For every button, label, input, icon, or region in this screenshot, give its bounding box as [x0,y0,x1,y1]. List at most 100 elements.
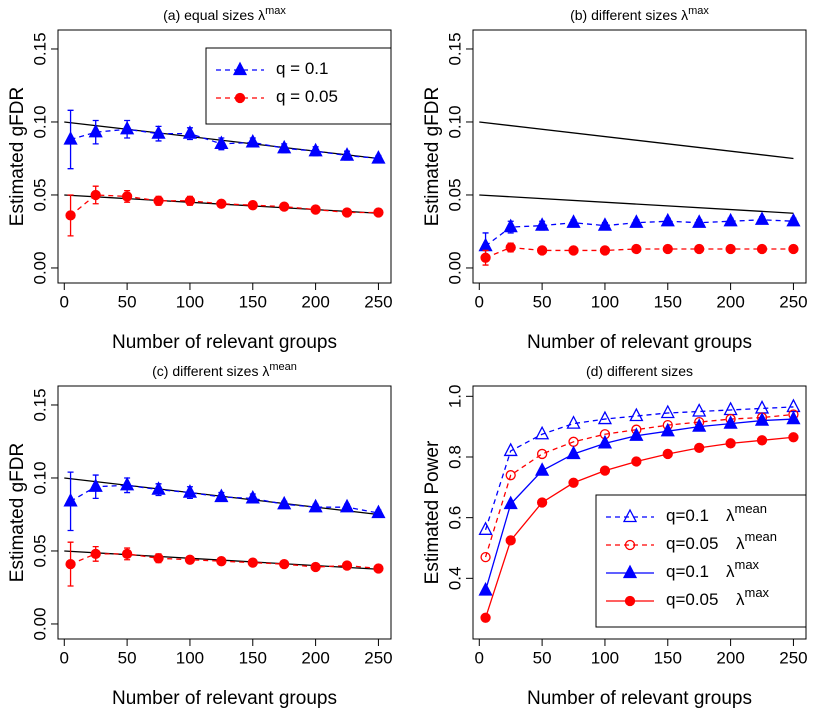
plot-box [57,29,392,284]
marker [756,435,768,446]
marker [214,135,229,150]
x-axis-title: Number of relevant groups [527,688,752,709]
marker [480,612,491,623]
legend-marker [622,508,638,523]
marker [631,456,642,467]
marker [373,563,384,574]
marker [568,477,579,488]
marker [536,497,548,508]
legend-name: q=0.05 [666,590,718,609]
marker [505,242,516,253]
title-superscript: max [688,5,709,17]
legend-lambda: λ [726,506,735,525]
marker [478,582,493,596]
legend-marker [234,92,246,104]
x-tick-label: 250 [779,648,807,667]
marker [339,147,355,161]
panel: (c) different sizes λmean 0 50 100 150 200 250… [7,361,393,709]
y-tick-label: 0.6 [445,506,464,530]
y-tick-label: 0.4 [445,567,464,591]
marker [629,214,644,228]
marker [63,131,78,145]
y-axis-title: Estimated gFDR [7,443,28,582]
marker [216,198,227,209]
marker [660,212,675,227]
marker [723,401,738,416]
marker [535,217,550,231]
x-tick-label: 250 [364,648,392,667]
marker [153,195,164,206]
legend-lambda: λ [736,534,745,553]
x-tick-label: 200 [716,292,744,311]
marker [503,218,518,233]
panel-title: (c) different sizes λmean [152,361,297,379]
marker [725,243,736,255]
marker [631,243,642,255]
legend-label: q=0.05 λmean [666,529,777,553]
marker [151,125,166,139]
marker [756,243,768,255]
legend-marker [622,564,638,579]
marker [90,189,101,201]
marker [597,434,613,449]
panel-title: (b) different sizes λmax [570,5,709,23]
legend-superscript: max [745,585,770,600]
panel: (a) equal sizes λmax 0 50 100 150 200 250 0.00 0… [7,5,393,353]
marker [723,415,738,429]
title-superscript: mean [269,361,297,373]
legend-label: q=0.1 λmean [666,501,767,525]
marker [214,488,229,503]
marker [65,210,76,221]
legend-box [205,47,392,125]
series-line [484,406,794,530]
marker [725,438,736,449]
marker [151,481,166,495]
marker [182,125,198,139]
y-tick-label: 0.10 [30,105,49,138]
marker [308,142,323,157]
x-tick-label: 100 [176,292,204,311]
y-tick-label: 0.00 [30,607,49,640]
x-tick-label: 100 [591,292,619,311]
marker [310,561,321,573]
marker [247,200,258,211]
marker [245,134,260,148]
marker [184,554,196,565]
x-tick-label: 50 [118,292,137,311]
legend-lambda: λ [726,562,735,581]
panel-title: (a) equal sizes λmax [163,5,286,23]
title-text: (d) different sizes [586,363,693,379]
marker [566,445,581,460]
title-superscript: max [265,5,286,17]
y-tick-label: 0.15 [445,32,464,65]
marker [694,442,705,454]
y-axis-title: Estimated gFDR [7,87,28,226]
x-tick-label: 100 [591,648,619,667]
reference-line [479,121,794,160]
marker [120,476,135,491]
marker [503,442,518,457]
title-text: (b) different sizes λ [570,7,688,23]
series-line [70,194,379,216]
plot-box [57,385,392,640]
marker [88,123,103,138]
y-axis-title: Estimated gFDR [422,87,443,226]
marker [373,207,384,218]
marker [535,462,550,476]
legend-marker [232,61,248,76]
marker [279,201,290,212]
x-tick-label: 150 [239,292,267,311]
legend-name: q=0.05 [666,534,718,553]
x-tick-label: 0 [60,292,69,311]
marker [788,243,799,255]
legend-superscript: mean [735,501,768,516]
x-tick-label: 0 [475,292,484,311]
x-tick-label: 200 [301,292,329,311]
x-tick-label: 100 [176,648,204,667]
y-tick-label: 0.00 [445,251,464,284]
legend-name: q = 0.1 [276,59,328,78]
marker [339,498,355,513]
marker [660,422,675,437]
x-axis-title: Number of relevant groups [527,332,752,353]
